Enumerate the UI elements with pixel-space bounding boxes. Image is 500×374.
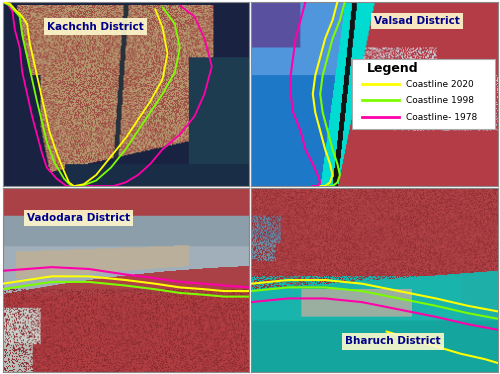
Text: Coastline- 1978: Coastline- 1978 [406, 113, 478, 122]
Text: Coastline 2020: Coastline 2020 [406, 80, 474, 89]
Text: Coastline 1998: Coastline 1998 [406, 96, 474, 105]
Text: Valsad District: Valsad District [374, 16, 460, 26]
Text: Vadodara District: Vadodara District [27, 213, 130, 223]
Text: Legend: Legend [367, 62, 418, 75]
FancyBboxPatch shape [352, 59, 495, 129]
Text: Bharuch District: Bharuch District [345, 337, 440, 346]
Text: Kachchh District: Kachchh District [47, 21, 144, 31]
